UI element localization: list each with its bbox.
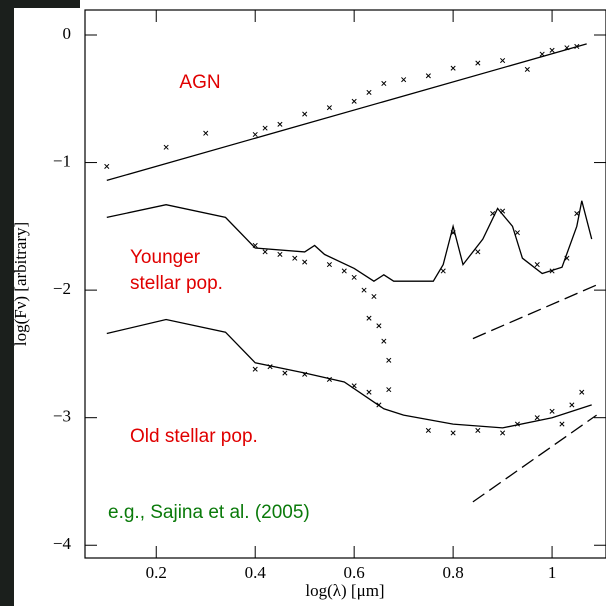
data-point (326, 105, 332, 111)
y-tick-label: −2 (53, 279, 71, 298)
data-point (326, 376, 332, 382)
y-tick-label: −4 (53, 534, 72, 553)
data-point (401, 77, 407, 83)
x-axis-label: log(λ) [μm] (305, 581, 384, 600)
background-strip (0, 0, 80, 8)
data-point (203, 130, 209, 136)
data-point (351, 274, 357, 280)
annotation: AGN (179, 72, 220, 93)
data-point (534, 262, 540, 268)
model-line (106, 43, 587, 182)
data-point (564, 255, 570, 261)
data-point (366, 315, 372, 321)
data-point (569, 402, 575, 408)
data-point (351, 98, 357, 104)
annotation: Younger (130, 247, 201, 268)
data-point (564, 45, 570, 51)
data-point (425, 427, 431, 433)
data-point (549, 408, 555, 414)
data-point (376, 323, 382, 329)
data-point (490, 211, 496, 217)
data-point (267, 364, 273, 370)
y-tick-label: −1 (53, 151, 71, 170)
data-point (366, 389, 372, 395)
data-point (574, 211, 580, 217)
data-point (514, 230, 520, 236)
data-point (277, 121, 283, 127)
x-tick-label: 0.8 (442, 563, 463, 582)
data-point (302, 259, 308, 265)
data-point (524, 66, 530, 72)
data-point (252, 242, 258, 249)
data-point (163, 144, 169, 150)
model-line (106, 318, 592, 429)
data-point (539, 51, 545, 57)
data-point (381, 80, 387, 87)
data-point (302, 111, 308, 117)
x-tick-label: 0.6 (344, 563, 365, 582)
data-point (440, 268, 446, 274)
data-point (302, 371, 308, 377)
data-point (292, 255, 298, 261)
data-point (475, 60, 481, 66)
data-point (500, 57, 506, 64)
data-point (351, 383, 357, 389)
data-point (341, 268, 347, 274)
y-tick-label: −3 (53, 407, 71, 426)
model-line (106, 200, 593, 282)
y-axis-label: log(Fν) [arbitrary] (11, 222, 30, 346)
data-point (549, 268, 555, 274)
x-tick-label: 0.4 (245, 563, 267, 582)
data-point (282, 370, 288, 376)
power-law-line (472, 414, 597, 503)
data-point (475, 249, 481, 255)
data-point (371, 293, 377, 300)
annotation: Old stellar pop. (130, 426, 258, 447)
power-law-line (472, 284, 597, 340)
data-point (579, 389, 585, 395)
data-point (381, 338, 387, 344)
data-point (366, 89, 372, 95)
data-point (500, 430, 506, 436)
y-tick-label: 0 (63, 24, 72, 43)
data-point (326, 262, 332, 268)
x-tick-label: 1 (548, 563, 557, 582)
x-tick-label: 0.2 (146, 563, 167, 582)
data-point (386, 357, 392, 363)
data-point (425, 73, 431, 79)
data-point (386, 387, 392, 393)
data-point (376, 402, 382, 408)
annotation: e.g., Sajina et al. (2005) (108, 502, 310, 523)
data-point (514, 421, 520, 427)
data-point (450, 430, 456, 436)
data-point (559, 421, 565, 427)
data-point (262, 125, 268, 131)
data-point (252, 366, 258, 372)
data-point (475, 427, 481, 433)
data-point (262, 249, 268, 255)
data-point (534, 415, 540, 421)
data-point (277, 251, 283, 257)
background-strip (0, 0, 14, 606)
plot-frame (84, 9, 606, 559)
data-point (252, 131, 258, 138)
data-point (500, 208, 506, 214)
data-point (450, 230, 456, 236)
annotation: stellar pop. (130, 273, 223, 294)
data-point (549, 47, 555, 53)
data-point (104, 163, 110, 169)
data-point (450, 65, 456, 71)
data-point (361, 287, 367, 293)
data-point (574, 43, 580, 50)
